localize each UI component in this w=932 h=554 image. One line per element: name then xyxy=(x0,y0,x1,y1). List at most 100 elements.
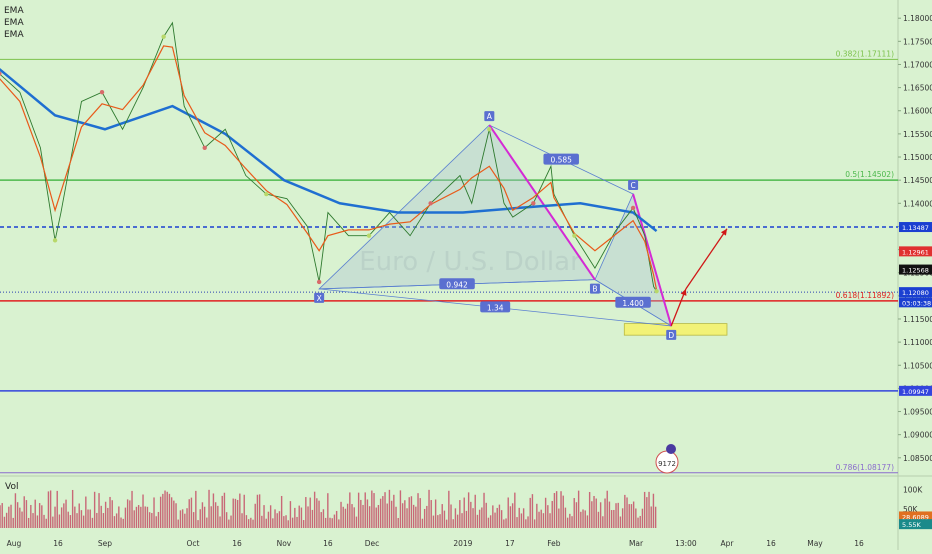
volume-bar xyxy=(355,516,358,528)
volume-bar xyxy=(397,517,399,528)
volume-bar xyxy=(58,514,61,528)
volume-bar xyxy=(320,512,322,528)
ema-indicator-1[interactable]: EMA xyxy=(4,6,24,16)
volume-bar xyxy=(417,493,419,528)
volume-bar xyxy=(335,510,338,528)
volume-bar xyxy=(287,520,289,528)
volume-bar xyxy=(595,498,597,528)
volume-bar xyxy=(96,512,98,528)
volume-bar xyxy=(181,509,184,528)
pattern-point-label: X xyxy=(317,294,322,303)
volume-bar xyxy=(166,491,168,528)
volume-bar xyxy=(610,510,613,528)
volume-bar xyxy=(245,515,248,528)
volume-bar xyxy=(122,518,124,528)
volume-bar xyxy=(93,491,96,528)
volume-bar xyxy=(203,506,206,528)
volume-bar xyxy=(454,508,457,528)
volume-bar xyxy=(199,509,201,528)
volume-bar xyxy=(56,490,58,528)
pattern-point-marker xyxy=(314,292,325,303)
volume-bar xyxy=(296,516,298,528)
volume-bar xyxy=(494,512,496,528)
ratio-label: 1.400 xyxy=(622,299,644,308)
volume-bar xyxy=(597,511,600,528)
signal-dot xyxy=(264,191,269,197)
watermark: Euro / U.S. Dollar xyxy=(359,247,581,277)
volume-bar xyxy=(401,503,404,528)
pattern-point-marker xyxy=(628,180,639,191)
pattern-point-marker xyxy=(666,329,677,340)
volume-bar xyxy=(223,492,226,528)
volume-bar xyxy=(481,507,483,528)
volume-bar xyxy=(300,507,303,528)
volume-bar xyxy=(459,500,461,528)
volume-bar xyxy=(322,509,325,528)
notification-icon[interactable]: 9172 xyxy=(655,444,679,474)
volume-bar xyxy=(551,500,553,528)
pattern-point-label: A xyxy=(487,112,493,121)
volume-bar xyxy=(236,499,239,528)
volume-bar xyxy=(503,519,505,528)
volume-bar xyxy=(456,514,459,528)
volume-bar xyxy=(63,503,65,528)
volume-bar xyxy=(575,502,578,528)
volume-bar xyxy=(478,509,481,528)
volume-bar xyxy=(76,513,78,528)
volume-bar xyxy=(364,492,366,528)
volume-bar xyxy=(126,499,129,528)
volume-bar xyxy=(23,496,25,528)
price-tick-label: 1.10500 xyxy=(903,361,932,370)
volume-bar xyxy=(192,512,195,528)
volume-bars xyxy=(0,489,657,528)
volume-bar xyxy=(131,490,133,528)
volume-bar xyxy=(225,512,228,528)
volume-bar xyxy=(357,492,360,528)
price-badge xyxy=(899,222,932,233)
volume-bar xyxy=(533,519,536,528)
volume-bar xyxy=(3,516,6,528)
time-tick-label: Mar xyxy=(629,539,644,548)
volume-bar xyxy=(71,489,74,528)
volume-bar xyxy=(566,517,569,528)
price-tick-label: 1.11000 xyxy=(903,338,932,347)
volume-bar xyxy=(232,498,234,528)
ema-indicator-2[interactable]: EMA xyxy=(4,18,24,28)
price-badge-text: 1.12961 xyxy=(902,248,929,256)
volume-bar xyxy=(5,512,8,528)
volume-bar xyxy=(107,507,109,528)
volume-bar xyxy=(553,493,556,528)
price-tick-label: 1.11500 xyxy=(903,315,932,324)
volume-tick-label: 50K xyxy=(903,505,919,514)
volume-bar xyxy=(388,489,391,528)
volume-bar xyxy=(379,498,382,528)
volume-bar xyxy=(441,504,443,528)
fib-level-label: 0.618(1.11892) xyxy=(836,291,894,300)
volume-bar xyxy=(140,506,142,528)
price-badge-text: 1.13487 xyxy=(902,224,929,232)
volume-bar xyxy=(505,518,507,528)
volume-bar xyxy=(252,519,254,528)
volume-bar xyxy=(19,507,21,528)
volume-bar xyxy=(382,496,384,528)
volume-bar xyxy=(412,504,415,528)
volume-bar xyxy=(311,509,314,528)
ema-indicator-3[interactable]: EMA xyxy=(4,30,24,40)
volume-bar xyxy=(269,505,272,528)
volume-bar xyxy=(162,493,164,528)
volume-bar xyxy=(329,517,331,528)
signal-dot xyxy=(161,34,166,39)
volume-bar xyxy=(344,508,347,528)
volume-bar xyxy=(586,515,589,528)
volume-bar xyxy=(648,491,650,528)
signal-dot xyxy=(630,205,636,211)
volume-bar xyxy=(111,500,113,528)
price-tick-label: 1.16500 xyxy=(903,84,932,93)
volume-bar xyxy=(263,505,265,528)
volume-bar xyxy=(157,511,160,528)
signal-dot xyxy=(366,233,372,238)
time-tick-label: Apr xyxy=(720,539,734,548)
volume-bar xyxy=(261,515,263,528)
volume-bar xyxy=(536,503,538,528)
